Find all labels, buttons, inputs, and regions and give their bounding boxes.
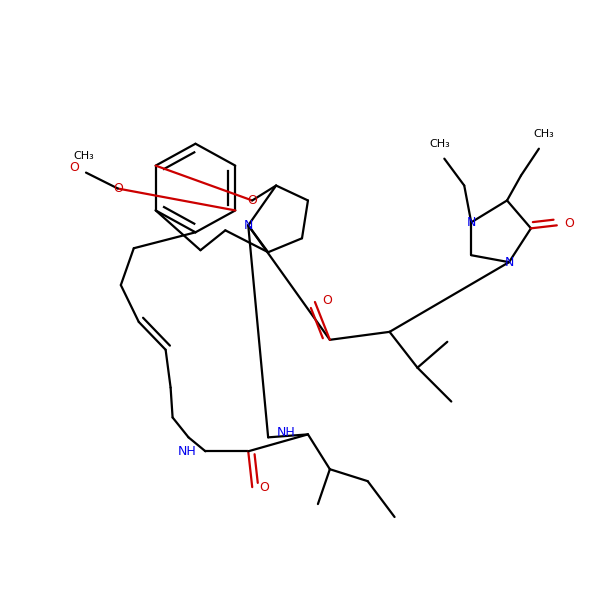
Text: O: O (322, 293, 332, 307)
Text: CH₃: CH₃ (533, 129, 554, 139)
Text: N: N (505, 256, 514, 269)
Text: N: N (467, 216, 476, 229)
Text: CH₃: CH₃ (429, 139, 450, 149)
Text: NH: NH (277, 426, 295, 439)
Text: O: O (259, 481, 269, 494)
Text: O: O (247, 194, 257, 207)
Text: CH₃: CH₃ (74, 151, 94, 161)
Text: NH: NH (178, 445, 197, 458)
Text: O: O (113, 182, 123, 195)
Text: O: O (564, 217, 574, 230)
Text: O: O (69, 161, 79, 174)
Text: N: N (244, 219, 253, 232)
